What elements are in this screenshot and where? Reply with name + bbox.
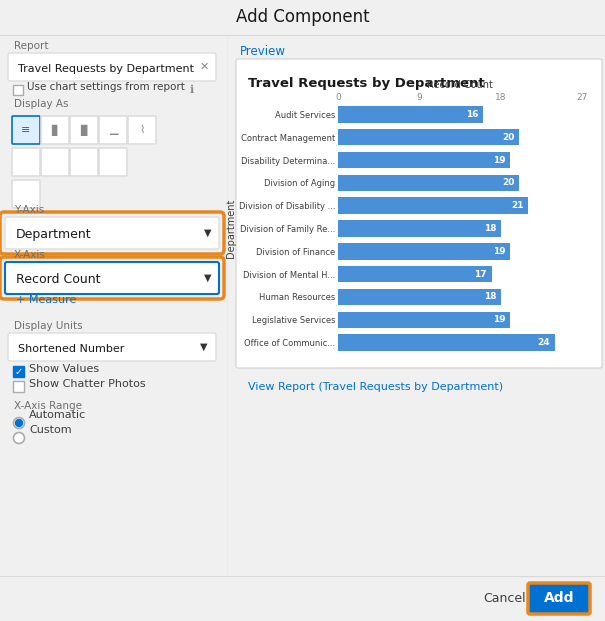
FancyBboxPatch shape bbox=[128, 116, 156, 144]
Circle shape bbox=[16, 420, 22, 427]
Bar bbox=[338, 334, 555, 351]
FancyBboxPatch shape bbox=[41, 148, 69, 176]
Text: 21: 21 bbox=[511, 201, 523, 210]
Bar bbox=[13, 381, 24, 392]
Text: ▋: ▋ bbox=[51, 124, 59, 135]
Bar bbox=[338, 106, 483, 122]
Circle shape bbox=[13, 432, 24, 443]
Text: ≡: ≡ bbox=[21, 125, 31, 135]
Text: Travel Requests by Department: Travel Requests by Department bbox=[248, 77, 485, 90]
X-axis label: Record Count: Record Count bbox=[427, 81, 493, 91]
Text: Automatic: Automatic bbox=[29, 410, 87, 420]
Text: + Measure: + Measure bbox=[16, 295, 76, 305]
Text: ▼: ▼ bbox=[204, 228, 212, 238]
Bar bbox=[338, 152, 509, 168]
Bar bbox=[338, 312, 509, 328]
Text: Show Values: Show Values bbox=[29, 364, 99, 374]
Text: ⌇: ⌇ bbox=[139, 125, 145, 135]
Text: 17: 17 bbox=[474, 270, 487, 279]
FancyBboxPatch shape bbox=[99, 116, 127, 144]
Text: Travel Requests by Department: Travel Requests by Department bbox=[18, 64, 194, 74]
FancyBboxPatch shape bbox=[5, 262, 219, 294]
Text: Show Chatter Photos: Show Chatter Photos bbox=[29, 379, 146, 389]
Text: 19: 19 bbox=[492, 247, 505, 256]
Text: ✓: ✓ bbox=[15, 366, 22, 376]
Text: Display As: Display As bbox=[14, 99, 68, 109]
Text: Record Count: Record Count bbox=[16, 273, 100, 286]
FancyBboxPatch shape bbox=[236, 59, 602, 368]
Text: ▁: ▁ bbox=[109, 125, 117, 135]
Text: Y-Axis: Y-Axis bbox=[14, 205, 44, 215]
Text: ▼: ▼ bbox=[200, 342, 208, 352]
Text: 24: 24 bbox=[538, 338, 551, 347]
Text: ℹ: ℹ bbox=[190, 85, 194, 95]
FancyBboxPatch shape bbox=[70, 148, 98, 176]
FancyBboxPatch shape bbox=[12, 148, 40, 176]
FancyBboxPatch shape bbox=[41, 116, 69, 144]
FancyBboxPatch shape bbox=[70, 116, 98, 144]
Text: 18: 18 bbox=[483, 292, 496, 301]
Bar bbox=[338, 289, 501, 305]
Bar bbox=[338, 175, 518, 191]
Text: X-Axis Range: X-Axis Range bbox=[14, 401, 82, 411]
Bar bbox=[338, 129, 518, 145]
Text: 19: 19 bbox=[492, 155, 505, 165]
Text: View Report (Travel Requests by Department): View Report (Travel Requests by Departme… bbox=[248, 382, 503, 392]
Bar bbox=[13, 85, 23, 95]
Bar bbox=[338, 243, 509, 260]
Text: X-Axis: X-Axis bbox=[14, 250, 46, 260]
FancyBboxPatch shape bbox=[12, 180, 40, 208]
Text: Custom: Custom bbox=[29, 425, 71, 435]
Text: Add Component: Add Component bbox=[236, 9, 369, 27]
Text: 20: 20 bbox=[502, 178, 514, 188]
FancyBboxPatch shape bbox=[99, 148, 127, 176]
Bar bbox=[338, 197, 528, 214]
Text: Add: Add bbox=[544, 591, 574, 605]
Text: 16: 16 bbox=[466, 110, 478, 119]
Text: 18: 18 bbox=[483, 224, 496, 233]
Bar bbox=[338, 266, 492, 283]
FancyBboxPatch shape bbox=[8, 53, 216, 81]
Bar bbox=[13, 366, 24, 377]
Text: Department: Department bbox=[16, 228, 91, 241]
Text: Shortened Number: Shortened Number bbox=[18, 344, 125, 354]
Text: ✕: ✕ bbox=[199, 62, 209, 72]
Text: ▊: ▊ bbox=[80, 124, 88, 135]
Text: Preview: Preview bbox=[240, 45, 286, 58]
Circle shape bbox=[13, 417, 24, 428]
Text: ▼: ▼ bbox=[204, 273, 212, 283]
Text: Use chart settings from report: Use chart settings from report bbox=[27, 82, 185, 92]
FancyBboxPatch shape bbox=[12, 116, 40, 144]
FancyBboxPatch shape bbox=[5, 217, 219, 249]
FancyBboxPatch shape bbox=[8, 333, 216, 361]
FancyBboxPatch shape bbox=[528, 583, 590, 614]
Bar bbox=[338, 220, 501, 237]
Text: 20: 20 bbox=[502, 133, 514, 142]
Text: Cancel: Cancel bbox=[483, 592, 526, 605]
Text: 19: 19 bbox=[492, 315, 505, 324]
Text: Display Units: Display Units bbox=[14, 321, 83, 331]
Y-axis label: Department: Department bbox=[226, 199, 236, 258]
Text: Report: Report bbox=[14, 41, 48, 51]
